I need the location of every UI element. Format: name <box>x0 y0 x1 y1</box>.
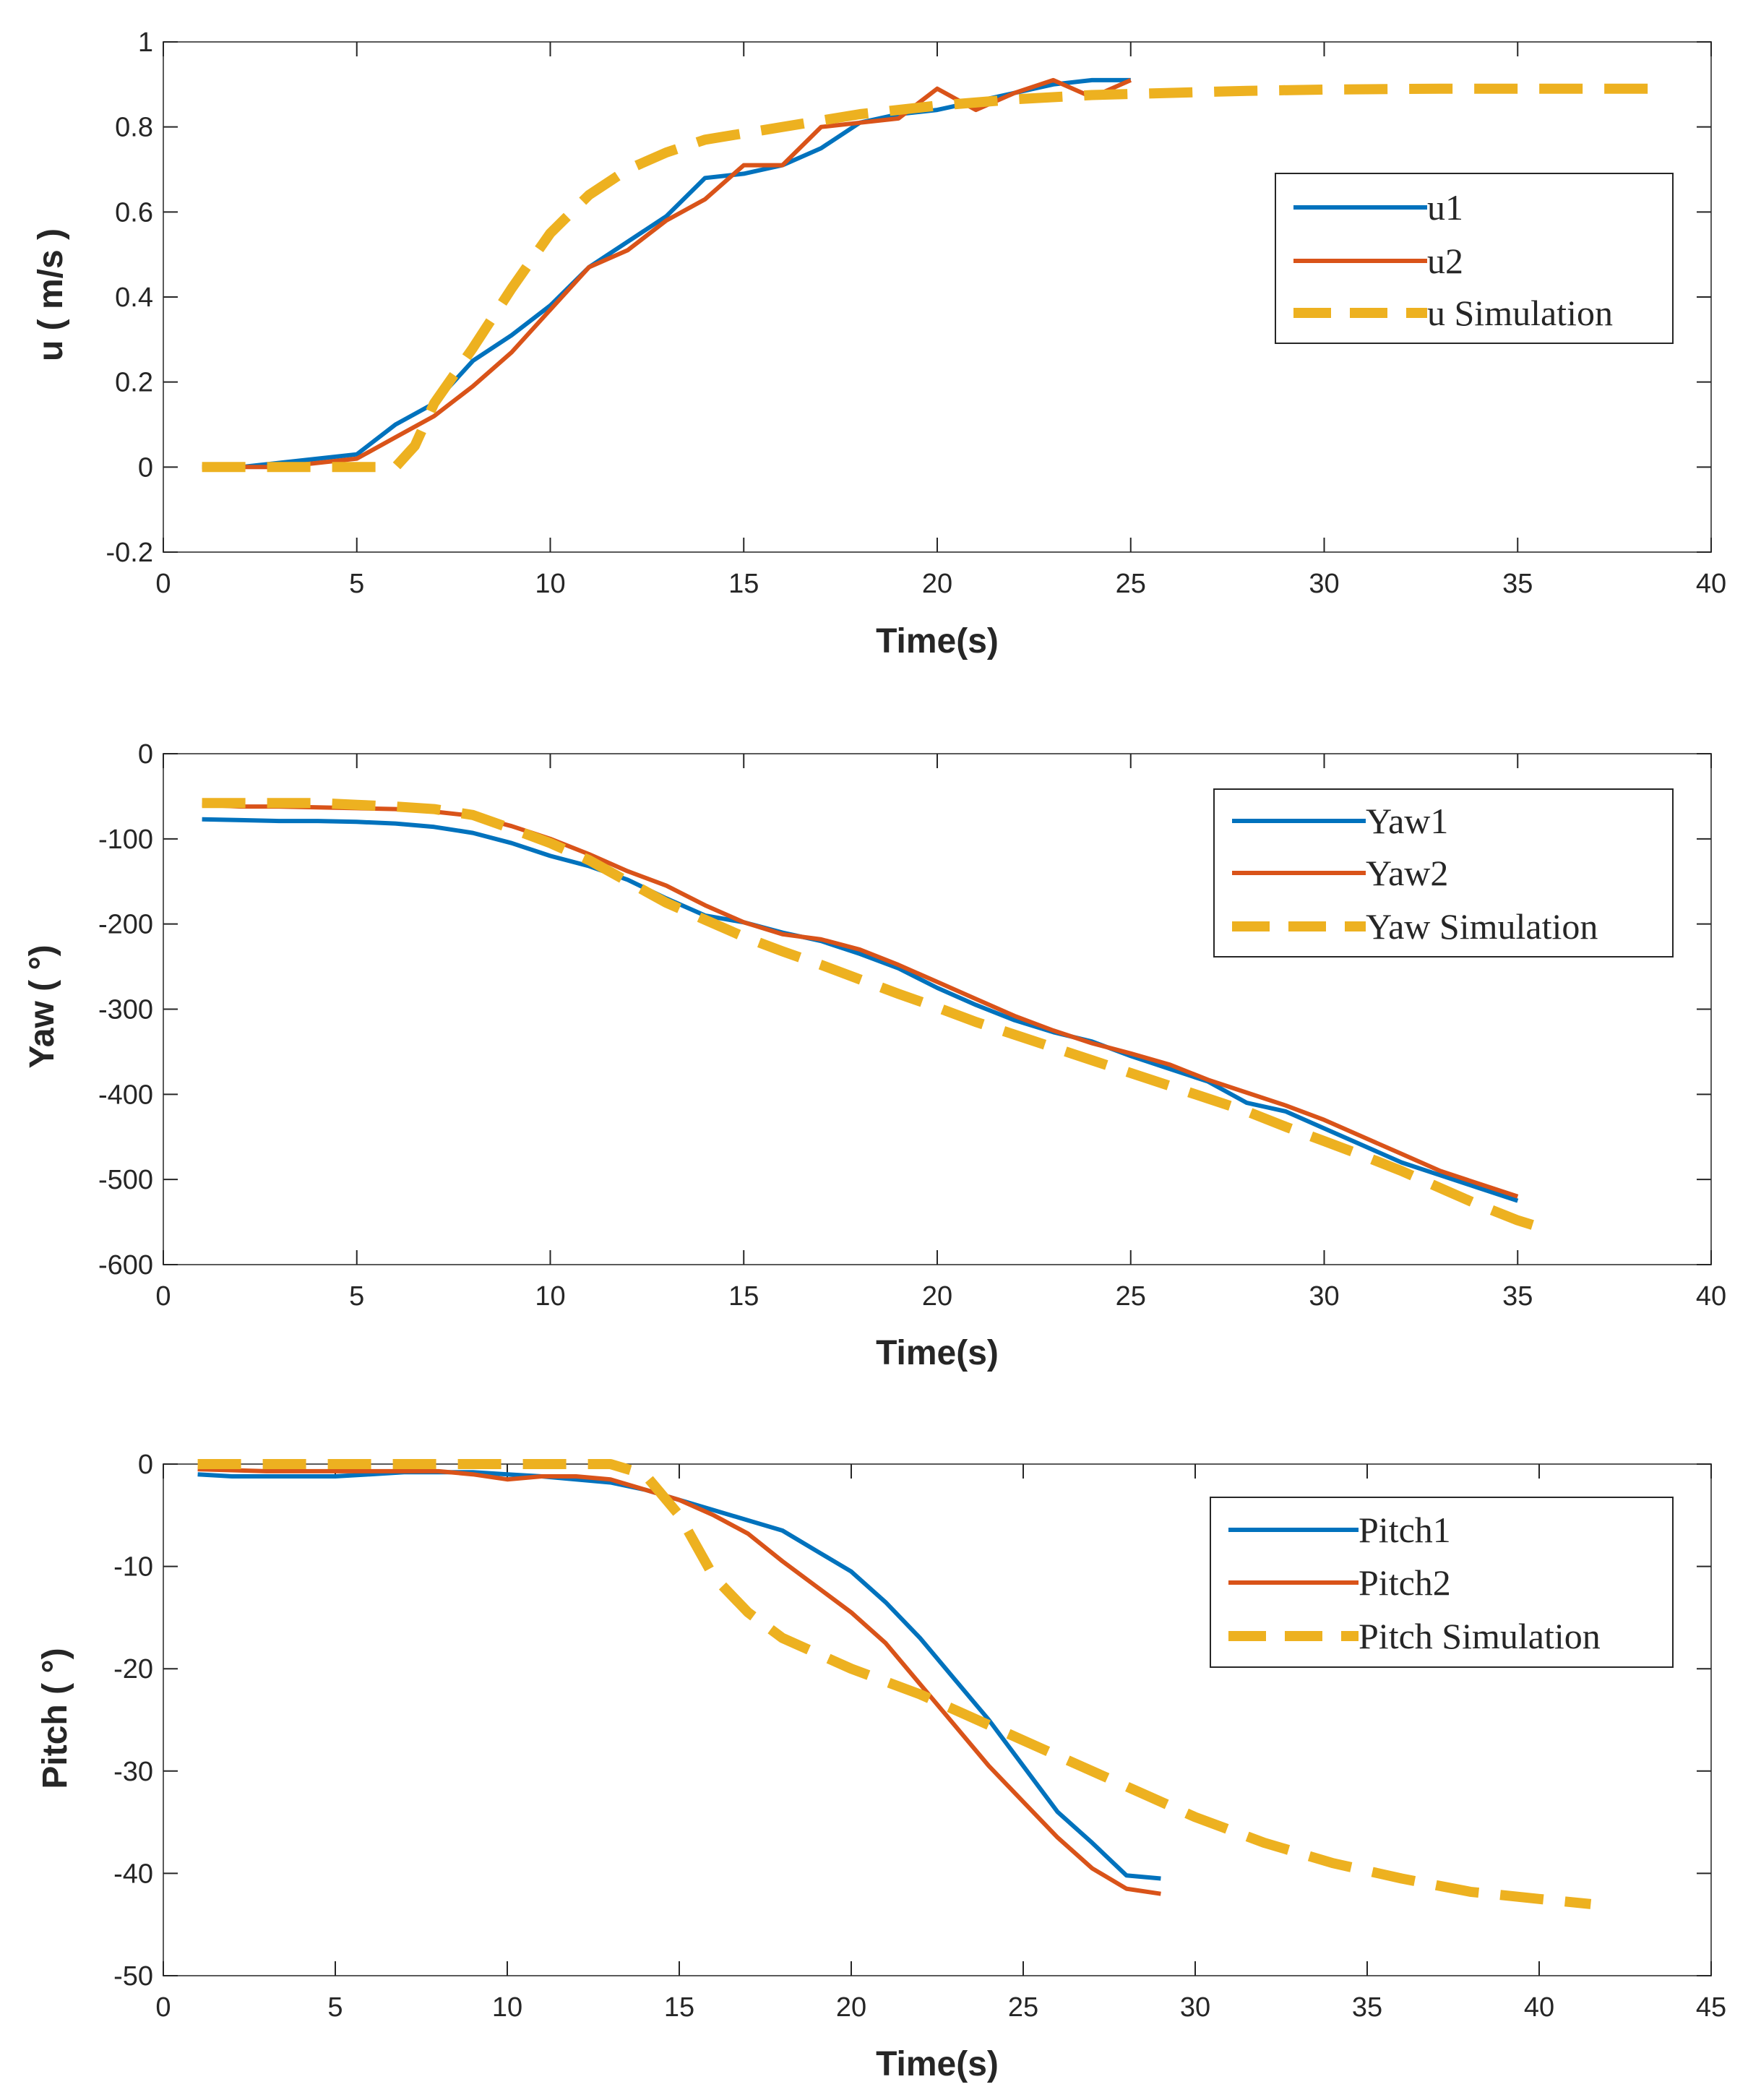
chart-u-ytick-label: 0.6 <box>115 197 153 228</box>
chart-u-xtick-label: 40 <box>1696 569 1726 599</box>
chart-pitch-xtick-label: 25 <box>1008 1992 1038 2023</box>
chart-yaw-xtick-label: 40 <box>1696 1281 1726 1312</box>
chart-yaw-xlabel: Time(s) <box>876 1334 999 1372</box>
chart-pitch-ytick-label: 0 <box>138 1450 153 1480</box>
chart-pitch-legend-label-pitch2: Pitch2 <box>1359 1562 1451 1603</box>
chart-u-ytick-label: -0.2 <box>106 538 153 568</box>
chart-yaw-xtick-label: 0 <box>155 1281 171 1312</box>
chart-u-ytick-label: 1 <box>138 27 153 58</box>
chart-u-xlabel: Time(s) <box>876 622 999 660</box>
chart-pitch-xlabel: Time(s) <box>876 2045 999 2083</box>
chart-yaw-ytick-label: -300 <box>98 995 153 1025</box>
chart-pitch-xtick-label: 45 <box>1696 1992 1726 2023</box>
chart-pitch-ytick-label: -10 <box>113 1552 153 1583</box>
chart-u-ytick-label: 0.4 <box>115 283 153 313</box>
chart-yaw-ytick-label: -600 <box>98 1250 153 1281</box>
chart-pitch-ylabel: Pitch ( °) <box>36 1648 74 1789</box>
chart-pitch-xtick-label: 0 <box>155 1992 171 2023</box>
chart-u-ytick-label: 0 <box>138 452 153 483</box>
chart-yaw-ylabel: Yaw ( °) <box>23 944 61 1068</box>
chart-yaw-legend: Yaw1 Yaw2 Yaw Simulation <box>1214 789 1673 957</box>
chart-pitch-xtick-label: 30 <box>1180 1992 1210 2023</box>
chart-u-legend: u1 u2 u Simulation <box>1275 173 1673 343</box>
chart-yaw-legend-label-yaw1: Yaw1 <box>1366 801 1448 841</box>
chart-pitch-xtick-label: 20 <box>836 1992 866 2023</box>
chart-pitch-ytick-label: -50 <box>113 1961 153 1992</box>
chart-pitch-xtick-label: 10 <box>492 1992 522 2023</box>
figure-canvas: Time(s) u ( m/s ) 0 5 10 15 20 25 30 35 40-0.200… <box>0 0 1748 2100</box>
chart-yaw-xtick-label: 10 <box>535 1281 565 1312</box>
chart-yaw-legend-label-yaw2: Yaw2 <box>1366 853 1448 893</box>
chart-yaw-ytick-label: 0 <box>138 739 153 770</box>
chart-yaw-ytick-label: -400 <box>98 1080 153 1110</box>
chart-u-xtick-label: 35 <box>1502 569 1533 599</box>
chart-yaw-ytick-label: -500 <box>98 1165 153 1195</box>
chart-yaw-xtick-label: 30 <box>1309 1281 1339 1312</box>
chart-pitch-xtick-label: 35 <box>1352 1992 1382 2023</box>
chart-yaw-xtick-label: 25 <box>1116 1281 1146 1312</box>
chart-u-ytick-label: 0.2 <box>115 368 153 398</box>
chart-u-legend-label-u1: u1 <box>1427 187 1463 228</box>
chart-u-ytick-label: 0.8 <box>115 113 153 143</box>
chart-u-ylabel: u ( m/s ) <box>32 228 70 361</box>
chart-yaw-xtick-label: 15 <box>728 1281 759 1312</box>
chart-yaw-xtick-label: 20 <box>922 1281 952 1312</box>
chart-pitch-ytick-label: -40 <box>113 1859 153 1889</box>
chart-pitch-legend-label-pitch1: Pitch1 <box>1359 1510 1451 1550</box>
chart-u-xtick-label: 10 <box>535 569 565 599</box>
chart-yaw-xtick-label: 5 <box>349 1281 364 1312</box>
chart-u-legend-label-u-simulation: u Simulation <box>1427 293 1613 333</box>
chart-pitch-xtick-label: 15 <box>664 1992 694 2023</box>
chart-pitch-xtick-label: 5 <box>327 1992 343 2023</box>
chart-yaw-ytick-label: -200 <box>98 910 153 940</box>
chart-pitch-ytick-label: -30 <box>113 1757 153 1787</box>
chart-u-xtick-label: 25 <box>1116 569 1146 599</box>
chart-yaw-ytick-label: -100 <box>98 825 153 855</box>
chart-pitch-xtick-label: 40 <box>1524 1992 1554 2023</box>
chart-u-xtick-label: 30 <box>1309 569 1339 599</box>
chart-u-xtick-label: 5 <box>349 569 364 599</box>
chart-pitch-legend: Pitch1 Pitch2 Pitch Simulation <box>1210 1497 1673 1667</box>
chart-u-legend-label-u2: u2 <box>1427 241 1463 281</box>
chart-u-xtick-label: 0 <box>155 569 171 599</box>
chart-yaw-legend-label-yaw-simulation: Yaw Simulation <box>1366 906 1598 947</box>
chart-pitch-ytick-label: -20 <box>113 1654 153 1684</box>
chart-u-xtick-label: 20 <box>922 569 952 599</box>
chart-u-xtick-label: 15 <box>728 569 759 599</box>
chart-yaw-xtick-label: 35 <box>1502 1281 1533 1312</box>
chart-pitch-legend-label-pitch-simulation: Pitch Simulation <box>1359 1616 1601 1656</box>
